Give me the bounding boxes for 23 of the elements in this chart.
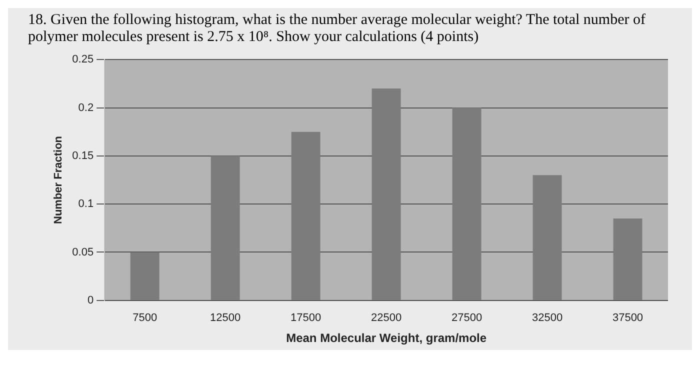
bar: [532, 175, 562, 300]
bar: [613, 218, 642, 300]
x-axis-title: Mean Molecular Weight, gram/mole: [286, 331, 487, 346]
x-tick-label: 7500: [132, 312, 158, 324]
x-tick-label: 27500: [451, 312, 482, 324]
x-tick-label: 32500: [532, 312, 563, 324]
y-tick-label: 0.15: [72, 150, 94, 162]
x-tick-label: 22500: [371, 312, 402, 324]
bar: [210, 156, 240, 300]
chart-title: 18. Given the following histogram, what is the number average molecular weight? The total number of polymer molecules present is 2.75 x 10⁸. Show your calculations (4 points): [27, 11, 646, 47]
y-tick-label: 0.1: [78, 198, 94, 210]
y-axis-title: Number Fraction: [52, 136, 65, 224]
y-tick-label: 0.25: [72, 54, 94, 66]
bar: [372, 88, 401, 300]
bar: [130, 252, 160, 300]
y-tick-label: 0.2: [78, 102, 94, 114]
x-tick-label: 17500: [290, 312, 322, 324]
bar: [452, 108, 482, 300]
x-tick-label: 37500: [612, 312, 644, 324]
y-tick-label: 0: [87, 294, 94, 306]
x-tick-label: 12500: [210, 312, 241, 324]
y-tick-label: 0.05: [72, 246, 94, 258]
bar: [291, 132, 320, 300]
